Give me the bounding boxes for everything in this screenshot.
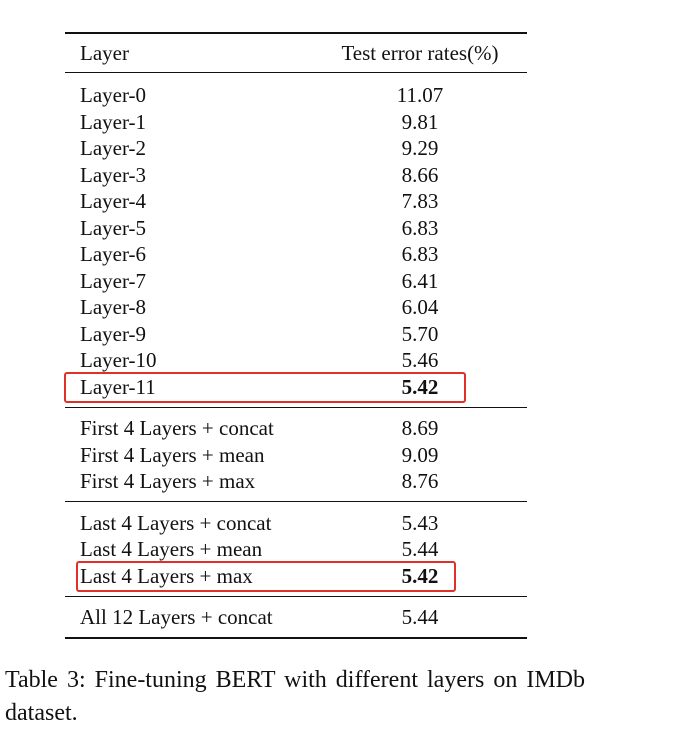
row-value: 8.66 [401, 162, 439, 187]
row-value: 9.29 [401, 136, 439, 160]
highlight-box [76, 560, 456, 592]
row-label: First 4 Layers + max [80, 469, 256, 493]
row-label: First 4 Layers + concat [80, 416, 274, 440]
row-value: 5.46 [401, 348, 439, 372]
row-value: 6.83 [401, 215, 439, 240]
row-value: 5.44 [401, 537, 439, 561]
row-label: Layer-0 [80, 83, 147, 107]
row-label: Layer-7 [80, 268, 147, 293]
row-label: Layer-4 [80, 189, 147, 213]
row-label: Layer-1 [80, 109, 147, 134]
group-rule [65, 406, 527, 408]
row-label: Last 4 Layers + concat [80, 510, 272, 535]
header-rule [65, 72, 527, 73]
row-label: Layer-11 [80, 374, 156, 399]
row-value: 5.44 [401, 605, 439, 629]
row-label: Layer-9 [80, 321, 147, 346]
row-label: Layer-2 [80, 136, 147, 160]
group-rule [65, 595, 527, 597]
row-value: 5.42 [401, 374, 439, 399]
row-value: 6.83 [401, 242, 439, 266]
bottom-rule [65, 637, 527, 639]
row-value: 5.70 [401, 321, 439, 346]
highlight-box [64, 371, 466, 403]
row-value: 6.41 [401, 268, 439, 293]
row-label: First 4 Layers + mean [80, 442, 265, 467]
row-label: Last 4 Layers + mean [80, 537, 263, 561]
row-label: Layer-6 [80, 242, 147, 266]
group-rule [65, 501, 527, 502]
row-value: 7.83 [401, 189, 439, 213]
row-value: 8.76 [401, 469, 439, 493]
row-value: 9.81 [401, 109, 439, 134]
row-label: All 12 Layers + concat [80, 605, 273, 629]
row-value: 11.07 [396, 83, 444, 107]
row-value: 6.04 [401, 295, 439, 319]
row-value: 5.43 [401, 510, 439, 535]
header-cell: Test error rates(%) [341, 41, 499, 65]
row-label: Layer-10 [80, 348, 157, 372]
row-value: 5.42 [401, 563, 439, 588]
caption: Table 3: Fine-tuning BERT with different… [5, 667, 585, 726]
row-value: 8.69 [401, 416, 439, 440]
row-label: Layer-3 [80, 162, 147, 187]
header-cell: Layer [80, 41, 129, 65]
row-label: Layer-8 [80, 295, 147, 319]
top-rule [65, 32, 527, 34]
row-label: Layer-5 [80, 215, 147, 240]
row-value: 9.09 [401, 442, 439, 467]
row-label: Last 4 Layers + max [80, 563, 253, 588]
